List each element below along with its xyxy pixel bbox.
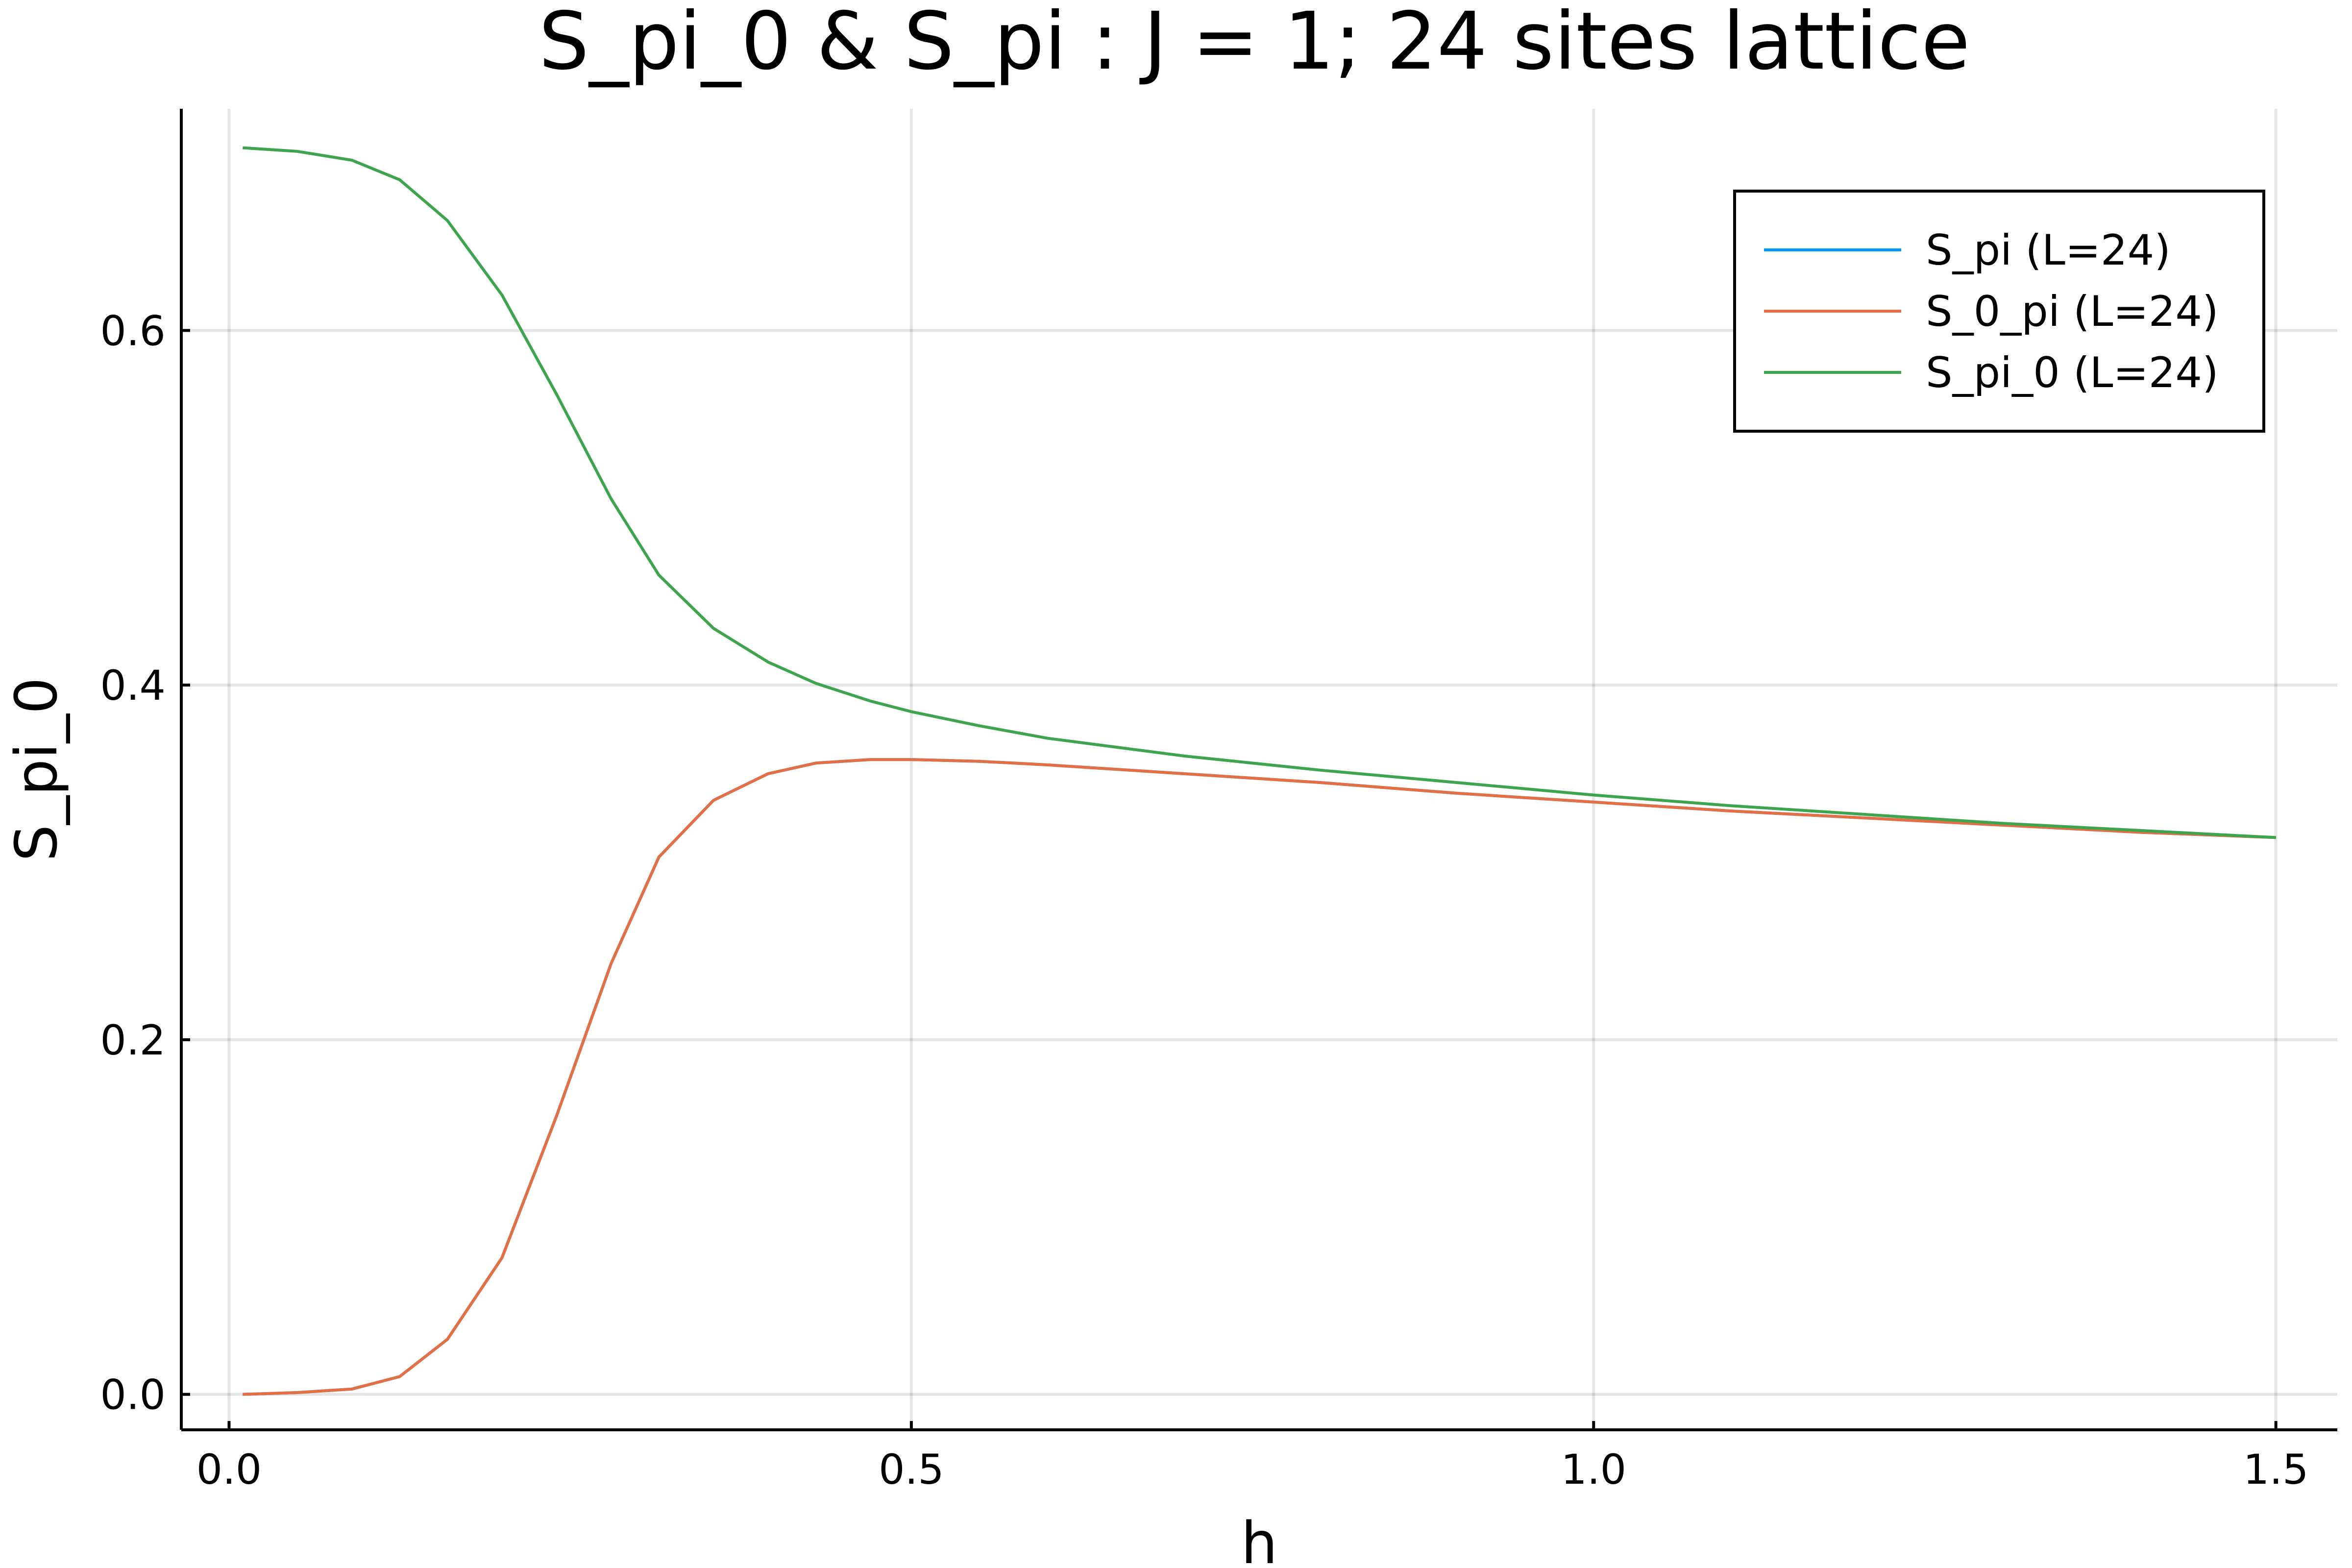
chart-title: S_pi_0 & S_pi : J = 1; 24 sites lattice [539,0,1970,88]
series-line-2 [243,758,2276,1396]
x-tick-label: 1.0 [1561,1446,1626,1494]
y-tick-label: 0.0 [100,1371,166,1419]
y-tick-label: 0.2 [100,1016,166,1064]
x-tick-label: 1.5 [2243,1446,2309,1494]
x-tick-label: 0.5 [879,1446,944,1494]
series-line-3 [243,146,2276,839]
y-axis-label: S_pi_0 [2,677,70,861]
x-axis-ticks: 0.0 0.5 1.0 1.5 [196,1421,2309,1494]
y-tick-label: 0.4 [100,662,166,710]
x-tick-label: 0.0 [196,1446,262,1494]
legend-label-3: S_pi_0 (L=24) [1926,348,2219,397]
legend: S_pi (L=24) S_0_pi (L=24) S_pi_0 (L=24) [1733,190,2265,433]
x-axis-label: h [1241,1509,1278,1568]
x-gridlines [227,109,2278,1430]
series-lines [243,146,2276,1396]
legend-label-2: S_0_pi (L=24) [1926,287,2219,336]
legend-label-1: S_pi (L=24) [1926,226,2171,275]
y-tick-label: 0.6 [100,307,166,355]
y-axis-ticks: 0.0 0.2 0.4 0.6 [100,307,190,1419]
